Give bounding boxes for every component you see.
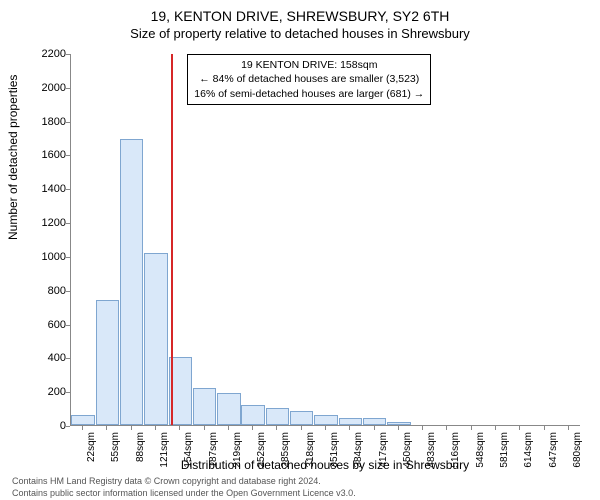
histogram-bar (71, 415, 94, 425)
annotation-box: 19 KENTON DRIVE: 158sqm← 84% of detached… (187, 54, 431, 105)
histogram-bar (363, 418, 386, 425)
y-tick-label: 2000 (26, 82, 66, 94)
histogram-bar (290, 411, 313, 425)
annotation-line: 19 KENTON DRIVE: 158sqm (194, 58, 424, 72)
x-tick-mark (544, 426, 545, 430)
y-tick-mark (66, 325, 70, 326)
x-tick-mark (252, 426, 253, 430)
footer-text-line2: Contains public sector information licen… (12, 488, 356, 498)
x-tick-mark (179, 426, 180, 430)
y-tick-mark (66, 426, 70, 427)
figure-title-line1: 19, KENTON DRIVE, SHREWSBURY, SY2 6TH (0, 8, 600, 24)
x-axis-label: Distribution of detached houses by size … (70, 458, 580, 472)
y-axis-label: Number of detached properties (6, 75, 20, 240)
reference-line (171, 54, 173, 425)
y-tick-label: 1000 (26, 251, 66, 263)
y-tick-label: 0 (26, 420, 66, 432)
y-tick-label: 1200 (26, 217, 66, 229)
y-tick-mark (66, 291, 70, 292)
x-tick-mark (325, 426, 326, 430)
y-tick-label: 1800 (26, 116, 66, 128)
x-tick-mark (301, 426, 302, 430)
x-tick-mark (446, 426, 447, 430)
x-tick-mark (276, 426, 277, 430)
y-tick-label: 200 (26, 386, 66, 398)
x-tick-mark (204, 426, 205, 430)
histogram-bar (387, 422, 410, 425)
y-tick-label: 2200 (26, 48, 66, 60)
y-tick-label: 400 (26, 352, 66, 364)
x-tick-mark (228, 426, 229, 430)
y-tick-mark (66, 257, 70, 258)
x-tick-mark (131, 426, 132, 430)
annotation-line: 16% of semi-detached houses are larger (… (194, 87, 424, 101)
x-tick-mark (82, 426, 83, 430)
x-tick-mark (155, 426, 156, 430)
footer-text-line1: Contains HM Land Registry data © Crown c… (12, 476, 321, 486)
x-tick-mark (471, 426, 472, 430)
y-tick-mark (66, 223, 70, 224)
y-tick-label: 600 (26, 319, 66, 331)
plot-area: 19 KENTON DRIVE: 158sqm← 84% of detached… (70, 54, 580, 426)
histogram-bar (266, 408, 289, 425)
x-tick-mark (349, 426, 350, 430)
histogram-bar (144, 253, 167, 425)
histogram-bar (339, 418, 362, 425)
histogram-bar (96, 300, 119, 425)
y-tick-mark (66, 155, 70, 156)
histogram-bar (217, 393, 240, 425)
x-tick-mark (106, 426, 107, 430)
y-tick-mark (66, 88, 70, 89)
histogram-bar (241, 405, 264, 425)
figure-container: 19, KENTON DRIVE, SHREWSBURY, SY2 6TH Si… (0, 0, 600, 500)
histogram-bar (314, 415, 337, 425)
y-tick-label: 800 (26, 285, 66, 297)
y-tick-mark (66, 189, 70, 190)
x-tick-mark (495, 426, 496, 430)
x-tick-mark (374, 426, 375, 430)
y-tick-mark (66, 54, 70, 55)
y-tick-label: 1600 (26, 149, 66, 161)
y-tick-mark (66, 392, 70, 393)
y-tick-label: 1400 (26, 183, 66, 195)
x-tick-mark (398, 426, 399, 430)
x-tick-mark (422, 426, 423, 430)
y-tick-mark (66, 122, 70, 123)
x-tick-mark (568, 426, 569, 430)
annotation-line: ← 84% of detached houses are smaller (3,… (194, 72, 424, 86)
histogram-bar (193, 388, 216, 425)
x-tick-mark (519, 426, 520, 430)
y-tick-mark (66, 358, 70, 359)
figure-title-line2: Size of property relative to detached ho… (0, 26, 600, 41)
histogram-bar (120, 139, 143, 425)
